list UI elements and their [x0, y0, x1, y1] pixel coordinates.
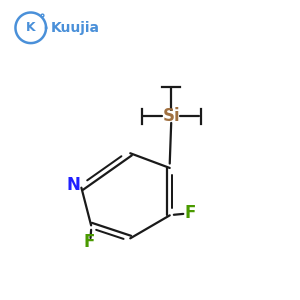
Text: Kuujia: Kuujia [50, 21, 100, 35]
Text: Si: Si [162, 107, 180, 125]
Text: F: F [184, 204, 195, 222]
Text: F: F [84, 233, 95, 251]
Text: N: N [66, 176, 80, 194]
Text: K: K [26, 21, 36, 34]
